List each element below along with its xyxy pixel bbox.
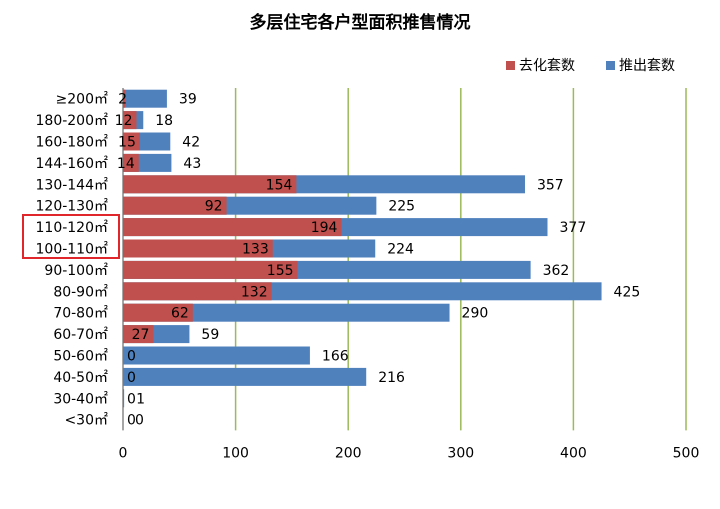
bar-sold: [123, 260, 298, 279]
x-tick-label: 200: [335, 445, 362, 461]
data-label-launched: 39: [179, 92, 197, 108]
data-label-sold: 62: [171, 306, 189, 322]
data-label-launched: 1: [136, 391, 145, 407]
bar-sold: [123, 196, 227, 215]
bar-sold: [123, 153, 139, 172]
legend-item-sold: 去化套数: [506, 55, 575, 75]
data-label-launched: 216: [378, 370, 405, 386]
data-label-launched: 357: [537, 177, 564, 193]
data-label-sold: 0: [127, 349, 136, 365]
data-label-launched: 362: [543, 263, 570, 279]
y-tick-label: 100-110㎡: [36, 242, 109, 258]
data-label-launched: 377: [560, 220, 587, 236]
y-tick-label: 40-50㎡: [53, 370, 108, 386]
y-tick-label: 60-70㎡: [53, 327, 108, 343]
data-label-launched: 166: [322, 349, 349, 365]
bar-sold: [123, 239, 273, 258]
y-tick-label: 80-90㎡: [53, 284, 108, 300]
bar-sold: [123, 303, 193, 322]
legend-swatch-sold: [506, 60, 515, 70]
data-label-launched: 43: [183, 156, 201, 172]
data-label-sold: 0: [127, 370, 136, 386]
data-label-sold: 15: [118, 135, 136, 151]
y-tick-label: 130-144㎡: [36, 177, 109, 193]
y-tick-label: 144-160㎡: [36, 156, 109, 172]
bar-sold: [123, 218, 342, 237]
data-label-launched: 290: [462, 306, 489, 322]
data-label-launched: 42: [182, 135, 200, 151]
data-label-sold: 155: [267, 263, 294, 279]
data-label-sold: 12: [115, 113, 133, 129]
bar-launched: [123, 303, 450, 322]
y-tick-label: 180-200㎡: [36, 113, 109, 129]
data-label-sold: 2: [118, 92, 127, 108]
data-label-sold: 154: [266, 177, 293, 193]
y-tick-label: 110-120㎡: [36, 220, 109, 236]
y-tick-label: ≥200㎡: [56, 92, 108, 108]
data-label-sold: 0: [127, 413, 136, 429]
bar-sold: [123, 89, 126, 108]
data-label-sold: 194: [311, 220, 338, 236]
y-tick-label: 50-60㎡: [53, 349, 108, 365]
bar-launched: [123, 367, 367, 386]
data-label-sold: 92: [205, 199, 223, 215]
legend-label-sold: 去化套数: [519, 58, 575, 74]
data-label-launched: 224: [387, 242, 414, 258]
x-tick-label: 500: [673, 445, 700, 461]
bar-sold: [123, 132, 140, 151]
highlight-box: [22, 214, 120, 259]
x-tick-label: 0: [119, 445, 128, 461]
data-label-sold: 132: [241, 284, 268, 300]
bar-launched: [123, 346, 310, 365]
y-tick-label: 30-40㎡: [53, 391, 108, 407]
x-tick-label: 400: [560, 445, 587, 461]
bar-sold: [123, 282, 272, 301]
data-label-sold: 0: [127, 391, 136, 407]
bar-sold: [123, 111, 137, 130]
data-label-launched: 225: [388, 199, 415, 215]
data-label-launched: 0: [135, 413, 144, 429]
bar-sold: [123, 175, 297, 194]
data-label-sold: 14: [117, 156, 135, 172]
legend-item-launched: 推出套数: [606, 55, 675, 75]
data-label-launched: 59: [201, 327, 219, 343]
x-tick-label: 100: [222, 445, 249, 461]
data-label-sold: 27: [132, 327, 150, 343]
x-tick-label: 300: [447, 445, 474, 461]
y-tick-label: 70-80㎡: [53, 306, 108, 322]
data-label-sold: 133: [242, 242, 269, 258]
legend-label-launched: 推出套数: [619, 58, 675, 74]
bar-sold: [123, 325, 154, 344]
y-tick-label: 90-100㎡: [44, 263, 108, 279]
y-tick-label: 120-130㎡: [36, 199, 109, 215]
data-label-launched: 425: [614, 284, 641, 300]
data-label-launched: 18: [155, 113, 173, 129]
bar-launched: [123, 389, 125, 408]
y-tick-label: 160-180㎡: [36, 135, 109, 151]
chart-title: 多层住宅各户型面积推售情况: [249, 13, 471, 33]
legend-swatch-launched: [606, 60, 615, 70]
y-tick-label: <30㎡: [64, 413, 108, 429]
bar-launched: [123, 89, 167, 108]
